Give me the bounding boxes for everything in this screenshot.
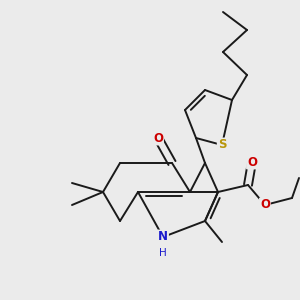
Text: S: S: [218, 139, 226, 152]
Text: O: O: [247, 155, 257, 169]
Text: O: O: [153, 131, 163, 145]
Text: O: O: [260, 199, 270, 212]
Text: N: N: [158, 230, 168, 244]
Text: H: H: [159, 248, 167, 258]
